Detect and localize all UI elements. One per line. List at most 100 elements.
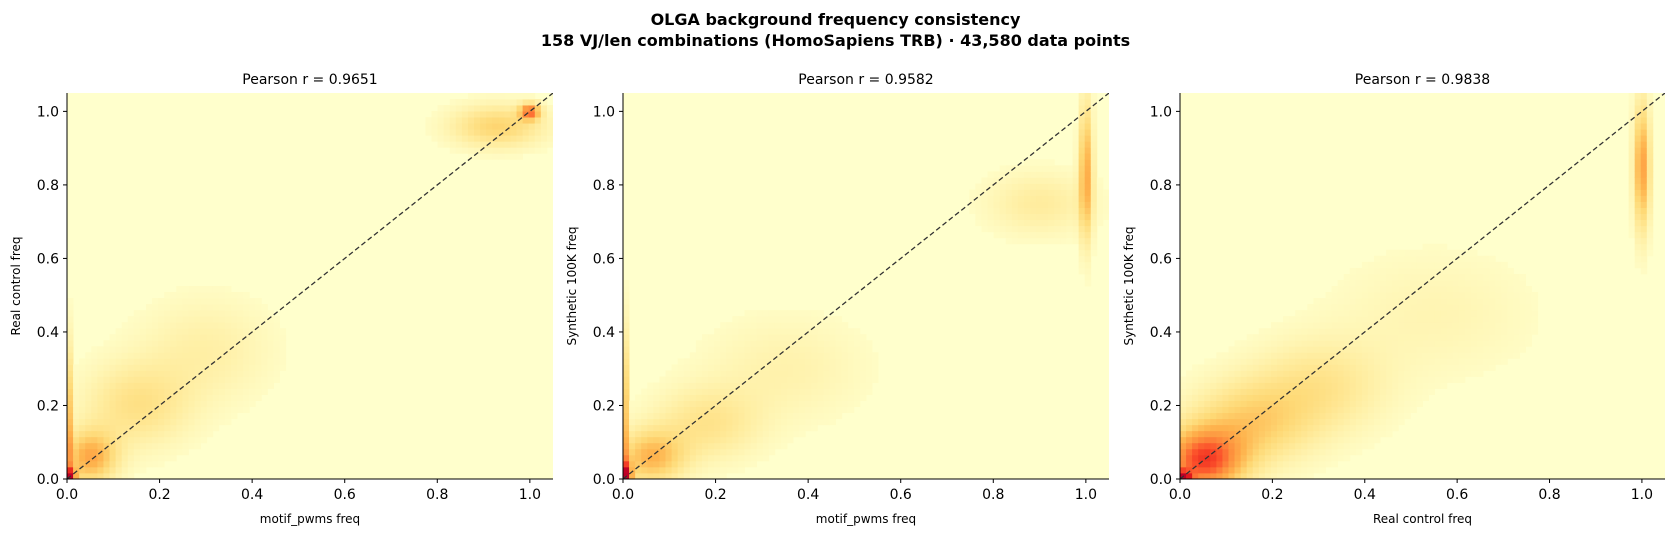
heatmap-cell [249, 316, 256, 323]
heatmap-cell [164, 370, 171, 377]
heatmap-cell [1319, 454, 1326, 462]
heatmap-cell [1204, 364, 1211, 371]
heatmap-cell [516, 147, 524, 154]
heatmap-cell [738, 448, 745, 456]
heatmap-cell [738, 424, 745, 432]
heatmap-cell [1531, 316, 1539, 323]
heatmap-cell [1471, 267, 1478, 275]
heatmap-cell [714, 424, 721, 432]
heatmap-cell [224, 412, 232, 420]
heatmap-cell [237, 394, 244, 401]
heatmap-cell [1331, 442, 1339, 450]
heatmap-cell [231, 352, 238, 359]
heatmap-cell [164, 424, 171, 432]
heatmap-cell [1186, 382, 1193, 389]
heatmap-cell [1634, 93, 1642, 100]
heatmap-cell [1404, 346, 1411, 353]
heatmap-cell [182, 310, 189, 317]
heatmap-cell [1392, 352, 1399, 359]
heatmap-cell [158, 418, 165, 426]
heatmap-cell [103, 346, 110, 353]
heatmap-cell [492, 129, 499, 136]
heatmap-cell [768, 406, 776, 414]
heatmap-cell [756, 406, 764, 414]
heatmap-cell [1307, 382, 1314, 389]
heatmap-cell [194, 286, 202, 293]
heatmap-cell [255, 340, 262, 347]
heatmap-cell [1495, 292, 1502, 299]
heatmap-cell [1386, 406, 1393, 414]
heatmap-cell [1452, 358, 1460, 365]
heatmap-cell [1331, 436, 1339, 444]
heatmap-cell [1404, 279, 1411, 287]
heatmap-cell [1313, 304, 1320, 311]
heatmap-cell [522, 99, 530, 106]
heatmap-cell [1343, 418, 1351, 426]
heatmap-cell [1440, 316, 1448, 323]
heatmap-cell [212, 364, 220, 371]
heatmap-cell [1349, 304, 1357, 311]
heatmap-cell [793, 310, 800, 317]
heatmap-cell [97, 346, 104, 353]
heatmap-cell [145, 364, 153, 371]
heatmap-cell [1228, 448, 1235, 456]
heatmap-cell [1270, 418, 1278, 426]
heatmap-cell [1367, 286, 1375, 293]
heatmap-cell [1090, 219, 1098, 227]
heatmap-cell [164, 376, 171, 383]
heatmap-cell [267, 334, 274, 341]
heatmap-cell [732, 412, 739, 420]
heatmap-cell [805, 352, 812, 359]
heatmap-cell [793, 382, 800, 389]
heatmap-cell [1416, 298, 1423, 305]
heatmap-cell [1440, 255, 1448, 263]
heatmap-cell [1246, 364, 1254, 371]
heatmap-cell [817, 346, 824, 353]
heatmap-cell [1646, 99, 1654, 106]
heatmap-cell [1361, 310, 1369, 317]
heatmap-cell [701, 454, 709, 462]
heatmap-cell [152, 322, 159, 329]
heatmap-cell [1252, 346, 1260, 353]
heatmap-cell [1252, 436, 1260, 444]
heatmap-cell [1392, 267, 1399, 275]
heatmap-cell [1416, 273, 1423, 281]
x-tick-label: 0.6 [334, 487, 356, 503]
heatmap-cell [756, 316, 764, 323]
heatmap-cell [1355, 328, 1363, 335]
heatmap-cell [200, 388, 208, 395]
heatmap-cell [653, 388, 660, 395]
heatmap-cell [1471, 273, 1478, 281]
heatmap-cell [1410, 400, 1417, 408]
heatmap-cell [1477, 316, 1484, 323]
heatmap-cell [1428, 304, 1436, 311]
heatmap-cell [720, 412, 727, 420]
heatmap-cell [1489, 255, 1496, 263]
heatmap-cell [841, 358, 849, 365]
heatmap-cell [1434, 273, 1442, 281]
heatmap-cell [127, 412, 135, 420]
heatmap-cell [212, 424, 220, 432]
heatmap-cell [701, 406, 709, 414]
heatmap-cell [1380, 370, 1387, 377]
heatmap-cell [1404, 334, 1411, 341]
heatmap-cell [1090, 93, 1098, 100]
heatmap-cell [1042, 159, 1049, 166]
heatmap-cell [805, 334, 812, 341]
heatmap-cell [1446, 334, 1454, 341]
heatmap-cell [1252, 442, 1260, 450]
heatmap-cell [847, 382, 855, 389]
heatmap-cell [750, 424, 758, 432]
heatmap-cell [1337, 370, 1345, 377]
heatmap-cell [1458, 255, 1466, 263]
heatmap-cell [993, 201, 1001, 208]
heatmap-cell [744, 460, 751, 468]
heatmap-cell [708, 418, 715, 426]
heatmap-cell [67, 370, 74, 377]
heatmap-cell [206, 382, 214, 389]
heatmap-cell [152, 316, 159, 323]
heatmap-cell [1422, 340, 1429, 347]
heatmap-cell [653, 400, 660, 408]
heatmap-cell [1458, 340, 1466, 347]
heatmap-cell [726, 334, 733, 341]
